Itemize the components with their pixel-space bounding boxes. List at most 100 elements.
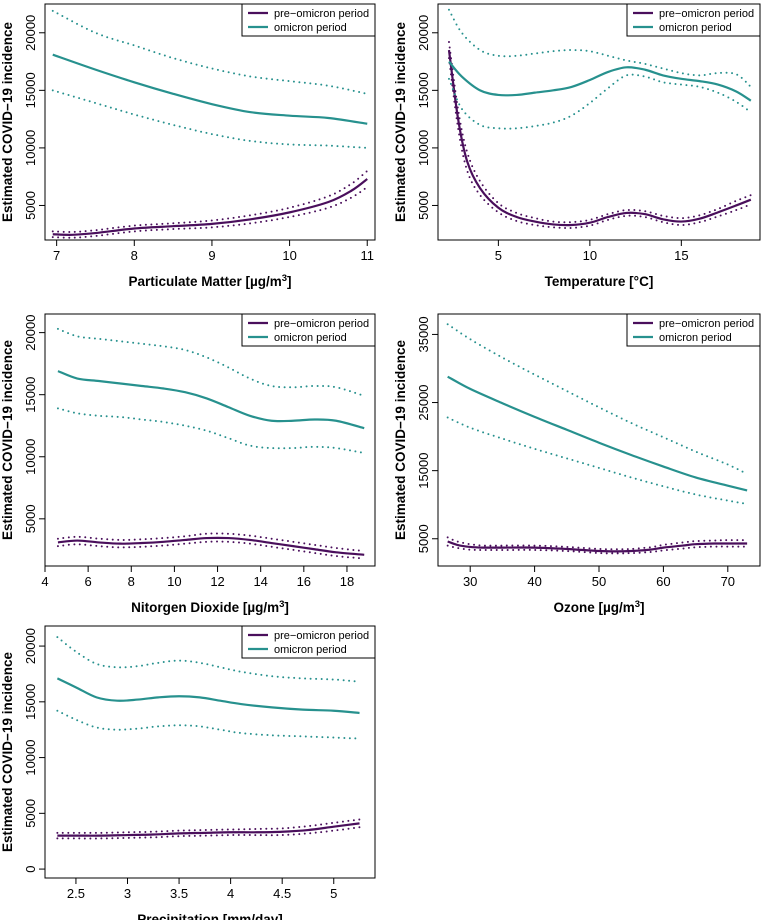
y-tick-label: 20000 bbox=[23, 628, 38, 664]
x-axis-title: Ozone [µg/m3] bbox=[553, 599, 644, 615]
x-tick-label: 9 bbox=[208, 248, 215, 263]
y-axis-title: Estimated COVID−19 incidence bbox=[0, 340, 15, 540]
y-axis-title: Estimated COVID−19 incidence bbox=[0, 652, 15, 852]
omicron-ci-line bbox=[56, 636, 361, 683]
pre-omicron-ci-line bbox=[446, 544, 749, 555]
legend-box bbox=[241, 3, 376, 37]
chart-panel-4: 30 40 50 60 70 5000 15000 25000 35000 Ozone [µg/m… bbox=[393, 313, 761, 615]
y-tick-label: 10000 bbox=[23, 439, 38, 475]
y-tick-label: 20000 bbox=[416, 15, 431, 51]
y-tick-label: 20000 bbox=[23, 315, 38, 351]
legend-label: omicron period bbox=[274, 644, 347, 656]
x-tick-label: 14 bbox=[253, 574, 267, 589]
omicron-estimate-line bbox=[448, 60, 752, 102]
x-tick-label: 40 bbox=[527, 574, 541, 589]
x-tick-label: 30 bbox=[463, 574, 477, 589]
legend-label: pre−omicron period bbox=[274, 8, 369, 20]
x-tick-label: 10 bbox=[167, 574, 181, 589]
legend: pre−omicron period omicron period bbox=[241, 3, 376, 37]
omicron-ci-line bbox=[51, 9, 369, 95]
y-tick-label: 15000 bbox=[23, 377, 38, 413]
pre-omicron-estimate-line bbox=[57, 536, 365, 556]
omicron-estimate-line bbox=[52, 53, 368, 125]
omicron-ci-line bbox=[56, 709, 361, 740]
chart-panel-1: 7 8 9 10 11 5000 10000 15000 20000 Particulate Ma… bbox=[0, 3, 376, 289]
x-tick-label: 12 bbox=[210, 574, 224, 589]
y-tick-label: 15000 bbox=[23, 72, 38, 108]
pre-omicron-ci-line bbox=[447, 40, 752, 224]
y-tick-label: 5000 bbox=[23, 191, 38, 220]
x-axis-title: Precipitation [mm/day] bbox=[137, 912, 283, 920]
legend-label: pre−omicron period bbox=[274, 318, 369, 330]
omicron-ci-line bbox=[56, 407, 366, 455]
pre-omicron-estimate-line bbox=[57, 822, 360, 837]
x-tick-label: 10 bbox=[282, 248, 296, 263]
y-tick-label: 5000 bbox=[23, 504, 38, 533]
y-axis-title: Estimated COVID−19 incidence bbox=[393, 22, 408, 222]
y-tick-label: 10000 bbox=[416, 130, 431, 166]
chart-panel-2: 5 10 15 5000 10000 15000 20000 Temperature [°C]… bbox=[393, 3, 761, 289]
plot-frame bbox=[44, 313, 376, 567]
pre-omicron-ci-line bbox=[56, 532, 366, 553]
pre-omicron-ci-line bbox=[56, 826, 361, 840]
x-tick-label: 3 bbox=[124, 886, 131, 901]
pre-omicron-estimate-line bbox=[447, 49, 752, 227]
x-axis-title: Particulate Matter [µg/m3] bbox=[128, 273, 291, 289]
x-tick-label: 18 bbox=[340, 574, 354, 589]
x-tick-label: 8 bbox=[128, 574, 135, 589]
plot-frame bbox=[437, 3, 761, 241]
y-tick-label: 5000 bbox=[416, 524, 431, 553]
legend-label: pre−omicron period bbox=[659, 8, 754, 20]
y-tick-label: 25000 bbox=[416, 384, 431, 420]
series-group bbox=[446, 323, 749, 555]
x-tick-label: 70 bbox=[721, 574, 735, 589]
legend: pre−omicron period omicron period bbox=[626, 3, 761, 37]
series-group bbox=[56, 636, 361, 840]
pre-omicron-ci-line bbox=[51, 169, 369, 233]
x-tick-label: 5 bbox=[330, 886, 337, 901]
x-tick-label: 8 bbox=[131, 248, 138, 263]
plot-frame bbox=[44, 625, 376, 879]
y-tick-label: 35000 bbox=[416, 316, 431, 352]
chart-panel-3: 4 6 8 10 12 14 16 18 5000 10000 15000 20000 Nitorgen… bbox=[0, 313, 376, 615]
series-group bbox=[447, 8, 752, 230]
y-tick-label: 10000 bbox=[23, 739, 38, 775]
legend: pre−omicron period omicron period bbox=[241, 313, 376, 347]
plot-frame bbox=[437, 313, 761, 567]
y-tick-label: 5000 bbox=[416, 191, 431, 220]
omicron-ci-line bbox=[51, 89, 369, 149]
y-tick-label: 15000 bbox=[416, 453, 431, 489]
pre-omicron-ci-line bbox=[56, 818, 361, 834]
pre-omicron-estimate-line bbox=[447, 540, 748, 553]
legend: pre−omicron period omicron period bbox=[241, 625, 376, 659]
x-tick-label: 50 bbox=[592, 574, 606, 589]
omicron-estimate-line bbox=[57, 370, 365, 430]
legend-box bbox=[626, 313, 761, 347]
x-tick-label: 10 bbox=[583, 248, 597, 263]
y-tick-label: 5000 bbox=[23, 799, 38, 828]
x-tick-label: 4 bbox=[41, 574, 48, 589]
y-tick-label: 10000 bbox=[23, 130, 38, 166]
legend-label: pre−omicron period bbox=[274, 630, 369, 642]
x-tick-label: 11 bbox=[360, 248, 374, 263]
omicron-ci-line bbox=[446, 416, 749, 506]
y-tick-label: 15000 bbox=[23, 684, 38, 720]
y-tick-label: 0 bbox=[23, 865, 38, 872]
legend-label: pre−omicron period bbox=[659, 318, 754, 330]
x-tick-label: 15 bbox=[674, 248, 688, 263]
x-tick-label: 4.5 bbox=[273, 886, 291, 901]
legend-box bbox=[626, 3, 761, 37]
pre-omicron-ci-line bbox=[56, 540, 366, 560]
pre-omicron-ci-line bbox=[51, 186, 369, 239]
series-group bbox=[56, 327, 366, 560]
omicron-estimate-line bbox=[56, 677, 360, 715]
plot-frame bbox=[44, 3, 376, 241]
chart-panel-5: 2.5 3 3.5 4 4.5 5 0 5000 10000 15000 20000 Precipit… bbox=[0, 625, 376, 920]
x-tick-label: 4 bbox=[227, 886, 234, 901]
x-tick-label: 2.5 bbox=[67, 886, 85, 901]
legend: pre−omicron period omicron period bbox=[626, 313, 761, 347]
legend-label: omicron period bbox=[659, 22, 732, 34]
legend-label: omicron period bbox=[274, 22, 347, 34]
x-axis-title: Nitorgen Dioxide [µg/m3] bbox=[131, 599, 289, 615]
